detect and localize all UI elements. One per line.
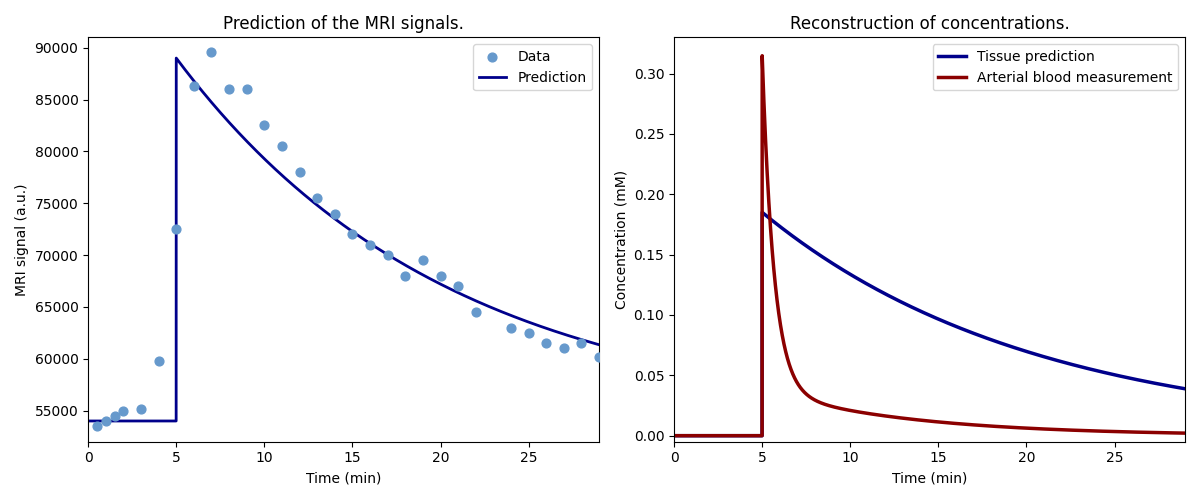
Title: Reconstruction of concentrations.: Reconstruction of concentrations. (790, 15, 1069, 33)
Data (167, 225, 186, 233)
Data (307, 194, 326, 202)
Tissue prediction (1000, 342, 1014, 348)
Tissue prediction (973, 333, 988, 339)
Tissue prediction (862, 282, 876, 288)
Data (572, 339, 592, 347)
Line: Tissue prediction: Tissue prediction (674, 212, 1186, 436)
Title: Prediction of the MRI signals.: Prediction of the MRI signals. (223, 15, 464, 33)
Prediction (462, 295, 476, 301)
Arterial blood measurement (1087, 428, 1102, 434)
Data (220, 85, 239, 93)
Tissue prediction (667, 432, 682, 438)
X-axis label: Time (min): Time (min) (306, 471, 382, 485)
Data (518, 329, 538, 337)
Prediction (413, 270, 427, 276)
Prediction (80, 418, 95, 424)
Data (325, 210, 344, 218)
Data (396, 272, 415, 280)
Prediction (502, 312, 516, 318)
Arterial blood measurement (973, 422, 988, 428)
Data (449, 282, 468, 290)
Prediction (276, 174, 290, 180)
Arterial blood measurement (667, 432, 682, 438)
Arterial blood measurement (1000, 424, 1014, 430)
Data (413, 256, 432, 264)
Prediction (592, 342, 606, 347)
Y-axis label: Concentration (mM): Concentration (mM) (614, 170, 628, 309)
Data (290, 168, 310, 176)
Data (554, 344, 574, 352)
Prediction (174, 62, 188, 68)
Line: Prediction: Prediction (88, 58, 599, 421)
Arterial blood measurement (1049, 426, 1063, 432)
Tissue prediction (760, 214, 774, 220)
Data (589, 352, 608, 360)
Arterial blood measurement (755, 52, 769, 59)
Legend: Data, Prediction: Data, Prediction (473, 44, 592, 90)
Legend: Tissue prediction, Arterial blood measurement: Tissue prediction, Arterial blood measur… (932, 44, 1178, 90)
Data (502, 324, 521, 332)
Data (378, 251, 397, 259)
Data (149, 357, 168, 365)
Data (466, 308, 485, 316)
Data (238, 85, 257, 93)
Prediction (169, 55, 184, 61)
Tissue prediction (1178, 386, 1193, 392)
Data (185, 82, 204, 90)
Tissue prediction (1049, 357, 1063, 363)
Y-axis label: MRI signal (a.u.): MRI signal (a.u.) (14, 184, 29, 296)
Data (114, 406, 133, 414)
Tissue prediction (1087, 367, 1102, 373)
Data (360, 240, 379, 248)
Data (202, 48, 221, 56)
Data (343, 230, 362, 238)
X-axis label: Time (min): Time (min) (892, 471, 967, 485)
Line: Arterial blood measurement: Arterial blood measurement (674, 56, 1186, 436)
Data (96, 417, 115, 425)
Data (536, 339, 556, 347)
Data (431, 272, 450, 280)
Data (104, 412, 124, 420)
Arterial blood measurement (760, 166, 774, 172)
Data (272, 142, 292, 150)
Arterial blood measurement (1178, 430, 1193, 436)
Prediction (388, 256, 402, 262)
Data (88, 422, 107, 430)
Data (254, 122, 274, 130)
Data (132, 404, 151, 412)
Tissue prediction (755, 210, 769, 216)
Arterial blood measurement (862, 410, 876, 416)
